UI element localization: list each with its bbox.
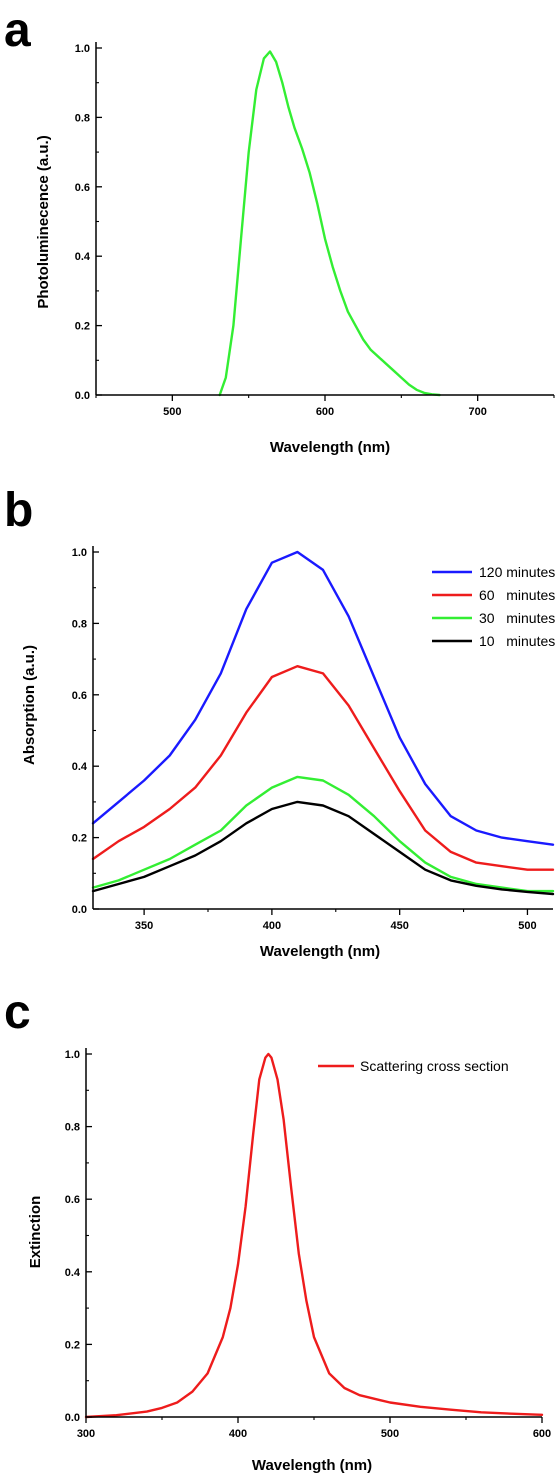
series-line-c-0 [84, 1052, 544, 1419]
y-tick-label-b-2: 0.4 [72, 761, 88, 773]
x-tick-label-b-1: 400 [263, 920, 281, 932]
y-tick-label-a-3: 0.6 [75, 182, 90, 194]
y-tick-label-c-0: 0.0 [65, 1412, 80, 1424]
y-tick-label-c-2: 0.4 [65, 1267, 81, 1279]
y-axis-title-b: Absorption (a.u.) [21, 645, 38, 765]
x-tick-label-c-3: 600 [533, 1428, 551, 1440]
panel-b: b Wavelength (nm) Absorption (a.u.) 0.0 0… [4, 484, 555, 960]
x-tick-label-c-0: 300 [77, 1428, 95, 1440]
y-tick-label-a-1: 0.2 [75, 321, 90, 333]
y-tick-label-c-5: 1.0 [65, 1049, 80, 1061]
series-line-b-1 [91, 665, 555, 871]
x-axis-title-b: Wavelength (nm) [260, 943, 380, 960]
y-tick-label-c-4: 0.8 [65, 1122, 80, 1134]
y-tick-label-b-5: 1.0 [72, 547, 87, 559]
x-tick-label-b-2: 450 [390, 920, 408, 932]
y-axis-title-c: Extinction [27, 1196, 44, 1269]
panel-letter-c: c [4, 986, 31, 1039]
legend-label-b-3: 10 minutes [479, 633, 555, 649]
panel-a: a Wavelength (nm) Photoluminecence (a.u.… [4, 4, 555, 456]
y-tick-label-a-4: 0.8 [75, 112, 90, 124]
x-tick-label-c-2: 500 [381, 1428, 399, 1440]
y-tick-label-b-0: 0.0 [72, 904, 87, 916]
x-tick-label-a-2: 700 [468, 406, 486, 418]
series-line-b-2 [91, 775, 555, 893]
x-axis-title-c: Wavelength (nm) [252, 1457, 372, 1474]
y-tick-label-b-4: 0.8 [72, 618, 87, 630]
x-tick-label-a-1: 600 [316, 406, 334, 418]
y-tick-label-b-1: 0.2 [72, 833, 87, 845]
panel-c: c Wavelength (nm) Extinction 0.0 0.2 0.4 0.… [4, 986, 551, 1474]
y-tick-label-b-3: 0.6 [72, 690, 87, 702]
panel-letter-a: a [4, 4, 31, 57]
series-line-a-0 [218, 50, 441, 397]
y-tick-label-a-0: 0.0 [75, 390, 90, 402]
legend-label-b-0: 120 minutes [479, 564, 555, 580]
x-tick-label-b-3: 500 [518, 920, 536, 932]
y-tick-label-c-1: 0.2 [65, 1339, 80, 1351]
y-tick-label-a-2: 0.4 [75, 251, 91, 263]
series-line-b-0 [91, 550, 555, 846]
x-axis-title-a: Wavelength (nm) [270, 439, 390, 456]
x-tick-label-a-0: 500 [163, 406, 181, 418]
y-tick-label-a-5: 1.0 [75, 43, 90, 55]
x-tick-label-c-1: 400 [229, 1428, 247, 1440]
panel-letter-b: b [4, 484, 33, 537]
x-tick-label-b-0: 350 [135, 920, 153, 932]
series-line-b-3 [91, 800, 555, 896]
legend-label-c-0: Scattering cross section [360, 1058, 509, 1074]
legend-label-b-2: 30 minutes [479, 610, 555, 626]
y-axis-title-a: Photoluminecence (a.u.) [35, 135, 52, 308]
legend-label-b-1: 60 minutes [479, 587, 555, 603]
y-tick-label-c-3: 0.6 [65, 1194, 80, 1206]
